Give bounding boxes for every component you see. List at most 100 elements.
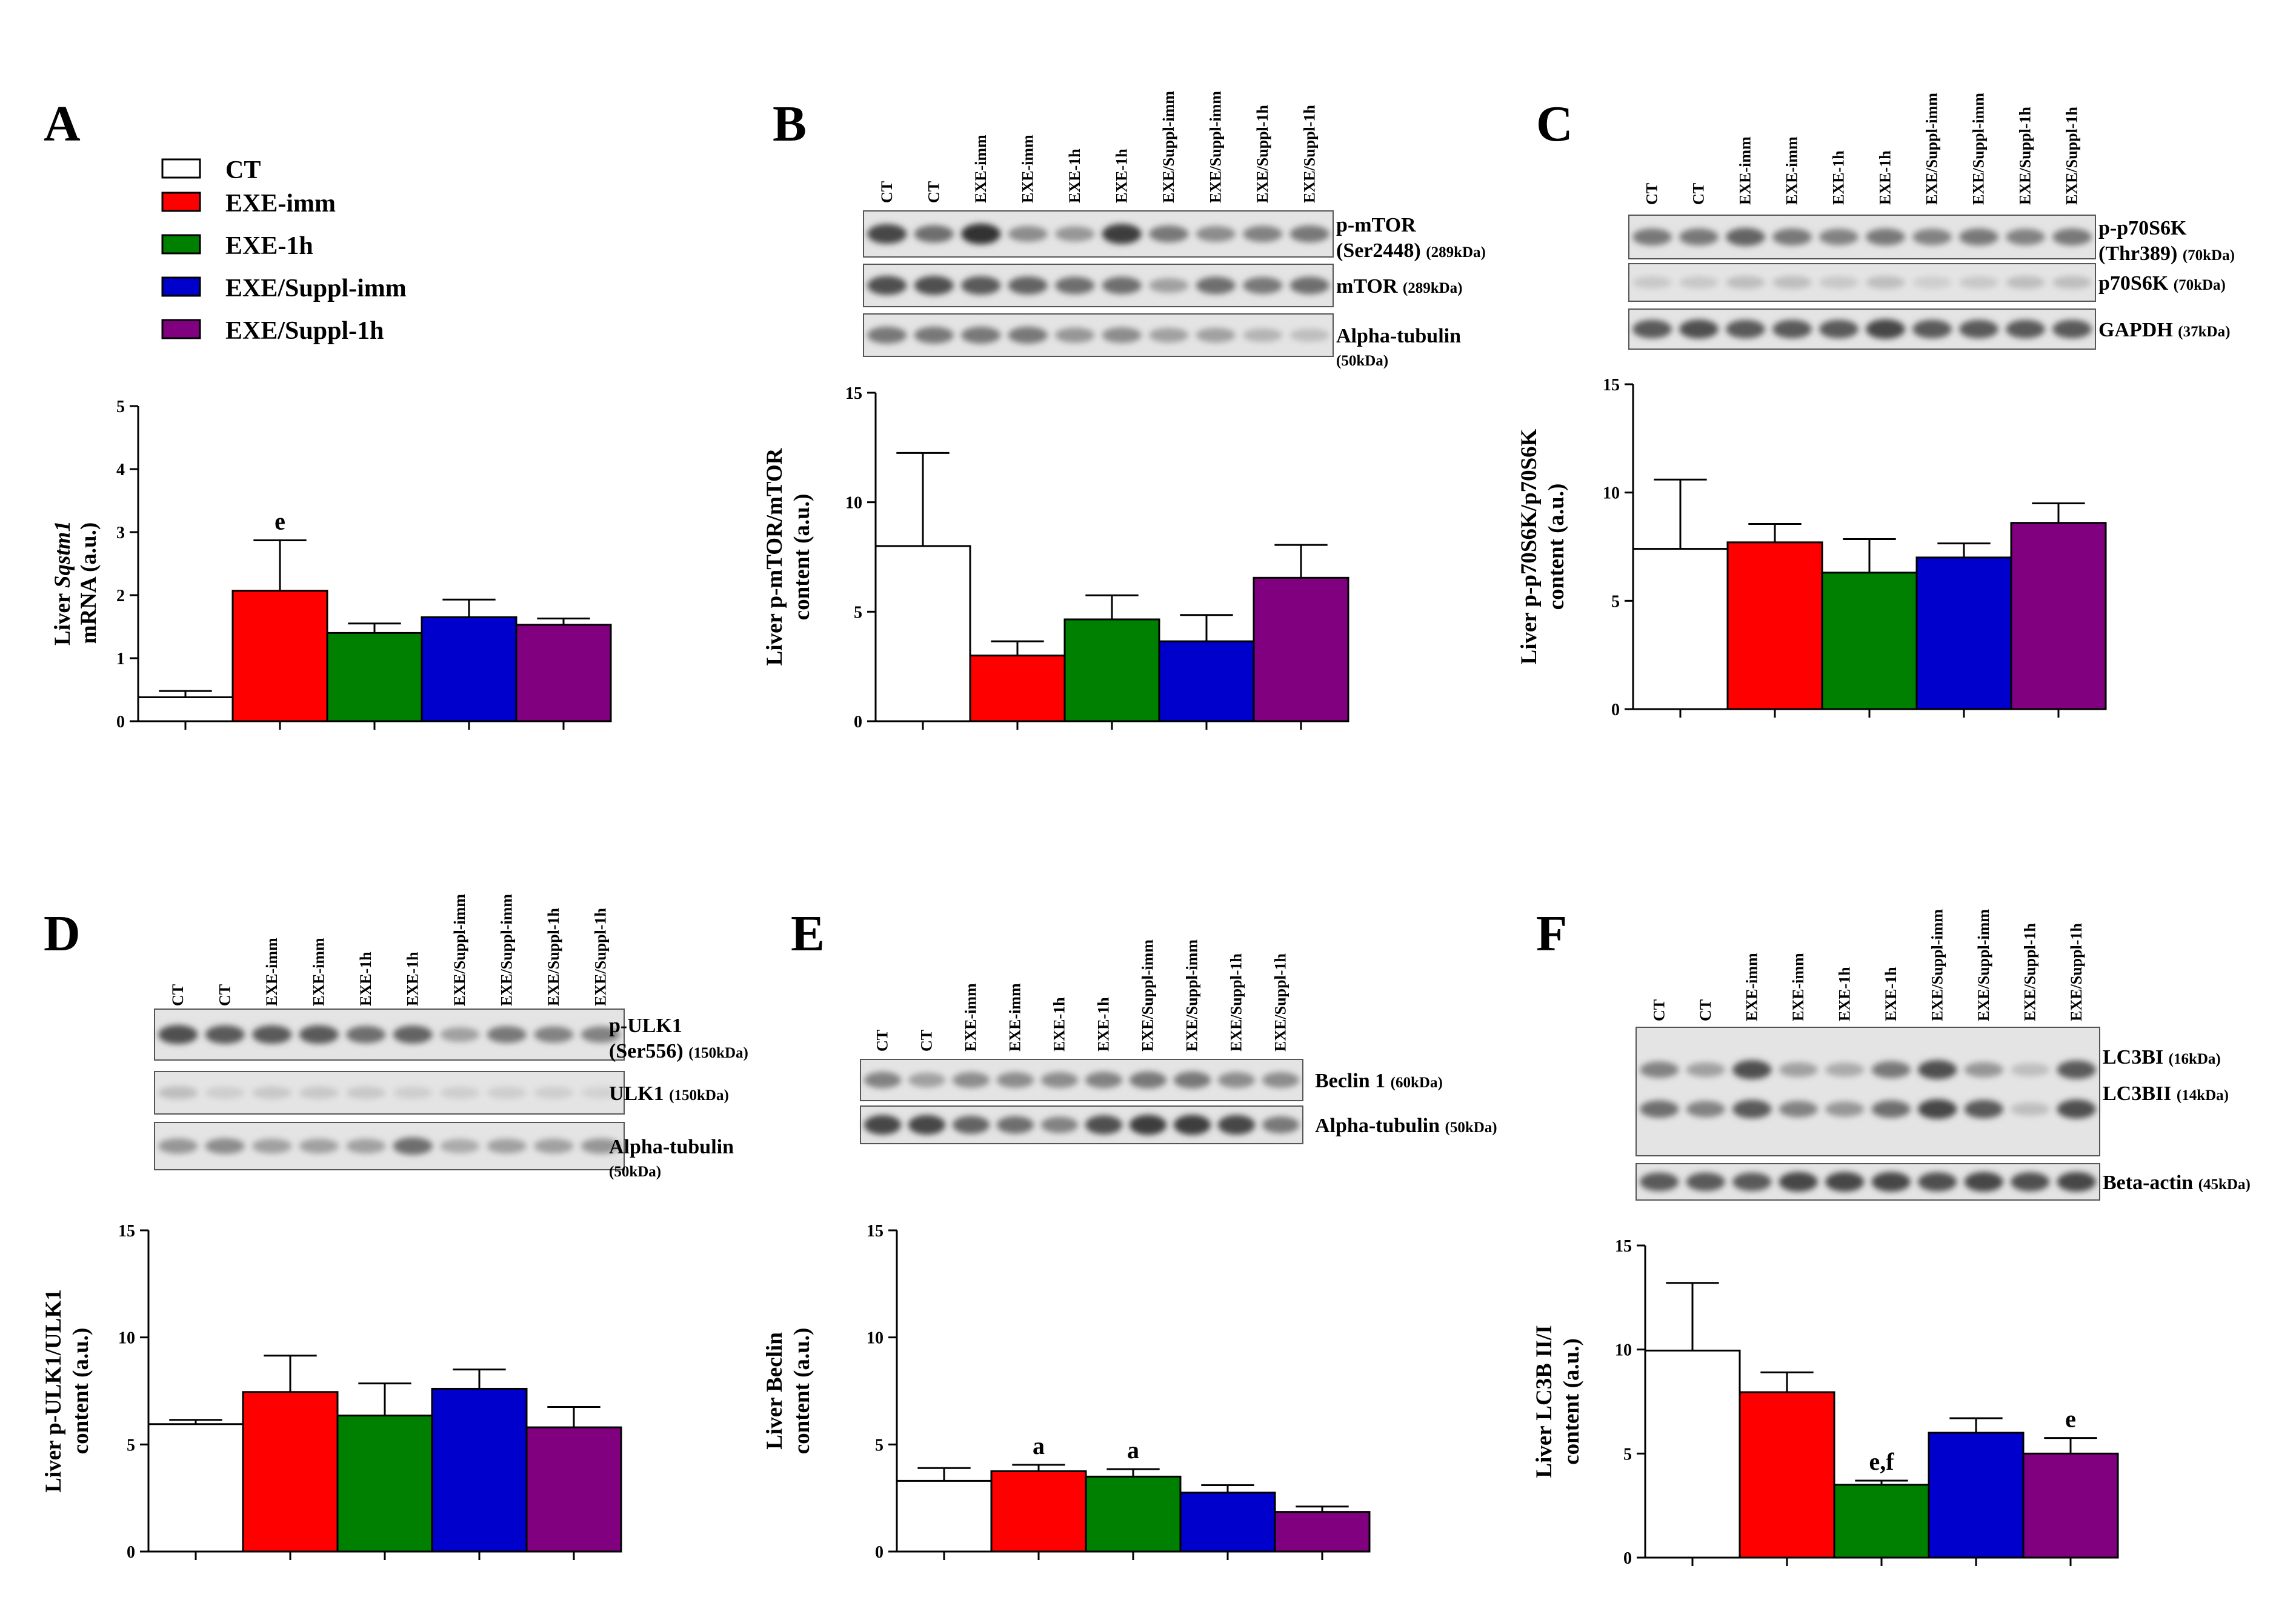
blot-band bbox=[1008, 276, 1048, 295]
lane-label: EXE/Suppl-1h bbox=[2017, 107, 2034, 205]
blot-band bbox=[1686, 1062, 1725, 1078]
blot-band bbox=[1819, 319, 1858, 339]
band-label: LC3BII (14kDa) bbox=[2103, 1082, 2229, 1105]
lane-label: EXE-1h bbox=[1051, 997, 1068, 1052]
lane-label: EXE-1h bbox=[1830, 150, 1848, 205]
lane-label: CT bbox=[1643, 183, 1661, 205]
blot-band bbox=[1632, 228, 1672, 245]
legend-label: EXE/Suppl-imm bbox=[225, 275, 407, 302]
y-tick-label: 0 bbox=[854, 713, 862, 732]
lane-label: EXE-imm bbox=[263, 938, 281, 1006]
y-tick-label: 15 bbox=[845, 384, 862, 403]
blot-band bbox=[1918, 1099, 1957, 1119]
blot-band bbox=[346, 1025, 386, 1044]
significance-label: e,f bbox=[1869, 1448, 1894, 1475]
band-label: Beclin 1 (60kDa) bbox=[1315, 1070, 1443, 1092]
blot-band bbox=[1008, 327, 1048, 344]
lane-label: CT bbox=[1697, 999, 1714, 1021]
y-axis-label: content (a.u.) bbox=[790, 494, 814, 621]
band-label: Alpha-tubulin (50kDa) bbox=[1315, 1115, 1497, 1137]
blot-band bbox=[2006, 319, 2045, 339]
lane-label: EXE/Suppl-1h bbox=[2063, 107, 2081, 205]
y-axis-label: content (a.u.) bbox=[1559, 1338, 1584, 1465]
blot-band bbox=[908, 1115, 946, 1135]
lane-label: EXE-1h bbox=[1882, 967, 1900, 1021]
bar-exe-suppl-imm bbox=[1158, 640, 1255, 722]
band-label: p-p70S6K bbox=[2098, 217, 2187, 239]
western-blots: CT CT EXE-imm EXE-imm EXE-1h EXE-1h EXE/Suppl-… bbox=[154, 91, 2251, 1201]
lane-label: EXE-imm bbox=[1783, 136, 1801, 205]
blot-band bbox=[1825, 1062, 1865, 1077]
bar-exe-1h bbox=[1833, 1484, 1930, 1559]
blot-band bbox=[2052, 319, 2092, 339]
bar-exe-suppl-1h bbox=[1253, 576, 1349, 722]
bar-exe-suppl-1h bbox=[2022, 1452, 2119, 1559]
blot-band bbox=[1632, 276, 1672, 289]
significance-label: e bbox=[2065, 1405, 2076, 1433]
blot-band bbox=[1149, 327, 1189, 343]
blot-band bbox=[1196, 225, 1236, 242]
blot-band bbox=[1726, 228, 1765, 246]
blot-band bbox=[2052, 276, 2092, 289]
y-tick-label: 15 bbox=[1615, 1237, 1632, 1256]
band-label: p-ULK1 bbox=[609, 1015, 682, 1037]
blot-band bbox=[1726, 319, 1765, 339]
blot-band bbox=[2011, 1102, 2050, 1116]
chart-d: 0 5 10 15 Liver p-ULK1/ULK1 content (a.u.) bbox=[41, 1222, 622, 1562]
lane-label: EXE/Suppl-1h bbox=[1300, 105, 1318, 203]
blot-band bbox=[1825, 1172, 1865, 1192]
blot-band bbox=[1871, 1172, 1911, 1192]
blot-c: CT CT EXE-imm EXE-imm EXE-1h EXE-1h EXE/Suppl-… bbox=[1628, 93, 2235, 350]
bar-exe-suppl-imm bbox=[421, 616, 517, 722]
band-label: LC3BI (16kDa) bbox=[2103, 1046, 2221, 1069]
lane-label: EXE-imm bbox=[972, 135, 990, 203]
blot-band bbox=[487, 1086, 527, 1099]
band-kda: (150kDa) bbox=[669, 1087, 729, 1104]
band-label: Beta-actin (45kDa) bbox=[2103, 1172, 2251, 1194]
blot-d: CT CT EXE-imm EXE-imm EXE-1h EXE-1h EXE/Suppl-… bbox=[154, 894, 748, 1180]
blot-band bbox=[1632, 319, 1672, 339]
panel-letter-f: F bbox=[1536, 905, 1567, 962]
legend-label: CT bbox=[225, 156, 261, 184]
blot-f: CT CT EXE-imm EXE-imm EXE-1h EXE-1h EXE/Suppl-… bbox=[1635, 909, 2251, 1201]
bar-exe-imm bbox=[231, 590, 328, 722]
ylabel-a-gene: Sqstm1 bbox=[50, 521, 75, 588]
band-kda: (289kDa) bbox=[1403, 280, 1463, 296]
y-tick-label: 0 bbox=[1623, 1549, 1632, 1568]
blot-band bbox=[393, 1086, 433, 1099]
chart-e: 0 5 10 15 a a Liver Beclin content (a.u.) bbox=[762, 1222, 1371, 1562]
bar-ct bbox=[1644, 1349, 1741, 1559]
blot-band bbox=[1679, 228, 1719, 245]
blot-band bbox=[299, 1025, 339, 1044]
significance-label: e bbox=[275, 508, 285, 535]
panel-letter-c: C bbox=[1536, 96, 1573, 152]
y-tick-label: 5 bbox=[1623, 1445, 1632, 1464]
lane-label: CT bbox=[874, 1030, 891, 1052]
band-label-site: (Thr389) (70kDa) bbox=[2098, 242, 2235, 265]
band-kda: (37kDa) bbox=[2178, 324, 2230, 340]
y-tick-label: 10 bbox=[118, 1329, 135, 1348]
legend: CT EXE-imm EXE-1h EXE/Suppl-imm EXE/Supp… bbox=[161, 156, 407, 345]
blot-band bbox=[1055, 226, 1095, 242]
blot-band bbox=[158, 1025, 198, 1044]
lane-label: EXE-1h bbox=[1066, 148, 1083, 203]
blot-band bbox=[1679, 319, 1719, 339]
bar-ct bbox=[1632, 548, 1729, 710]
legend-swatch-exe-suppl-1h bbox=[161, 319, 201, 339]
blot-band bbox=[1640, 1061, 1679, 1078]
y-tick-label: 15 bbox=[867, 1222, 883, 1241]
blot-band bbox=[996, 1072, 1034, 1089]
band-kda: (70kDa) bbox=[2174, 277, 2226, 293]
blot-band bbox=[252, 1025, 292, 1044]
blot-band bbox=[158, 1086, 198, 1099]
panel-letter-d: D bbox=[44, 905, 81, 962]
blot-band bbox=[1102, 224, 1142, 244]
y-tick-label: 10 bbox=[1603, 484, 1620, 503]
y-axis-label: Liver LC3B II/I bbox=[1532, 1325, 1557, 1478]
blot-band bbox=[1918, 1060, 1957, 1079]
lane-label: EXE/Suppl-imm bbox=[497, 894, 515, 1006]
legend-label: EXE/Suppl-1h bbox=[225, 317, 384, 345]
lane-label: EXE-imm bbox=[1743, 953, 1760, 1021]
blot-band bbox=[440, 1027, 480, 1042]
